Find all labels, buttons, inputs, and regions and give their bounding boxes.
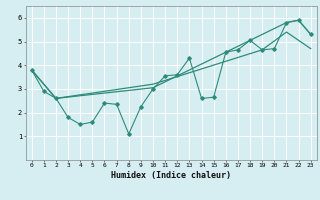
X-axis label: Humidex (Indice chaleur): Humidex (Indice chaleur) <box>111 171 231 180</box>
